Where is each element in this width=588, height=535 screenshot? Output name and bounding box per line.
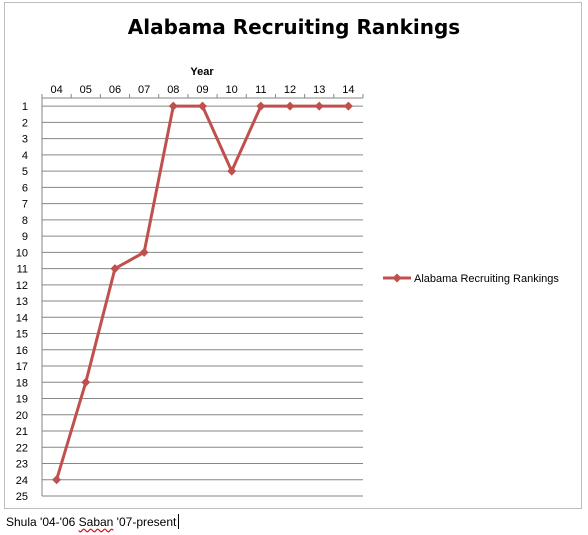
y-tick-label: 10 bbox=[16, 247, 28, 259]
y-tick-label: 8 bbox=[22, 215, 28, 227]
y-tick-label: 16 bbox=[16, 345, 28, 357]
series-line bbox=[55, 104, 349, 481]
x-tick-label: 06 bbox=[109, 84, 121, 96]
data-point-marker bbox=[168, 101, 178, 111]
data-point-marker bbox=[285, 101, 295, 111]
caption-suffix: '07-present bbox=[113, 515, 177, 529]
x-axis-title: Year bbox=[190, 66, 214, 78]
data-point-marker bbox=[198, 101, 207, 111]
data-point-marker bbox=[81, 377, 91, 387]
data-point-marker bbox=[139, 247, 149, 257]
y-tick-label: 5 bbox=[22, 166, 28, 178]
x-tick-label: 13 bbox=[313, 84, 325, 96]
y-tick-label: 15 bbox=[16, 329, 28, 341]
y-tick-label: 18 bbox=[16, 377, 28, 389]
data-point-marker bbox=[314, 101, 324, 111]
y-tick-label: 23 bbox=[16, 459, 28, 471]
caption-text: Shula '04-'06 Saban '07-present bbox=[6, 514, 180, 529]
y-tick-label: 25 bbox=[16, 491, 28, 503]
caption-saban: Saban bbox=[78, 515, 114, 529]
y-tick-label: 19 bbox=[16, 394, 28, 406]
chart-title: Alabama Recruiting Rankings bbox=[127, 15, 461, 39]
y-tick-label: 9 bbox=[22, 231, 28, 243]
y-tick-label: 2 bbox=[22, 117, 28, 129]
x-tick-label: 08 bbox=[167, 84, 179, 96]
y-tick-label: 22 bbox=[16, 442, 28, 454]
x-tick-label: 14 bbox=[342, 84, 354, 96]
y-tick-label: 3 bbox=[22, 134, 28, 146]
data-point-marker bbox=[110, 264, 120, 274]
legend-marker bbox=[392, 273, 402, 283]
y-tick-label: 21 bbox=[16, 426, 28, 438]
y-tick-label: 12 bbox=[16, 280, 28, 292]
x-tick-label: 09 bbox=[196, 84, 208, 96]
data-point-marker bbox=[227, 166, 237, 176]
y-tick-label: 4 bbox=[22, 150, 28, 162]
text-cursor bbox=[178, 514, 180, 529]
chart-plot: 1234567891011121314151617181920212223242… bbox=[16, 66, 560, 503]
y-tick-label: 11 bbox=[17, 264, 28, 276]
data-point-marker bbox=[256, 101, 266, 111]
caption-prefix: Shula '04-'06 bbox=[6, 515, 79, 529]
x-tick-label: 07 bbox=[138, 84, 150, 96]
legend-label: Alabama Recruiting Rankings bbox=[414, 273, 559, 285]
y-tick-label: 6 bbox=[22, 182, 28, 194]
y-tick-label: 20 bbox=[16, 410, 28, 422]
x-tick-label: 10 bbox=[226, 84, 238, 96]
data-point-marker bbox=[52, 475, 62, 485]
x-tick-label: 12 bbox=[284, 84, 296, 96]
y-tick-label: 1 bbox=[22, 101, 28, 113]
data-point-marker bbox=[343, 101, 353, 111]
x-tick-label: 11 bbox=[255, 84, 266, 96]
y-tick-label: 24 bbox=[16, 475, 28, 487]
y-tick-label: 17 bbox=[16, 361, 28, 373]
x-tick-label: 04 bbox=[50, 84, 62, 96]
y-tick-label: 14 bbox=[16, 312, 28, 324]
chart-frame bbox=[4, 2, 582, 509]
x-tick-label: 05 bbox=[80, 84, 92, 96]
y-tick-label: 13 bbox=[16, 296, 28, 308]
y-tick-label: 7 bbox=[22, 199, 28, 211]
